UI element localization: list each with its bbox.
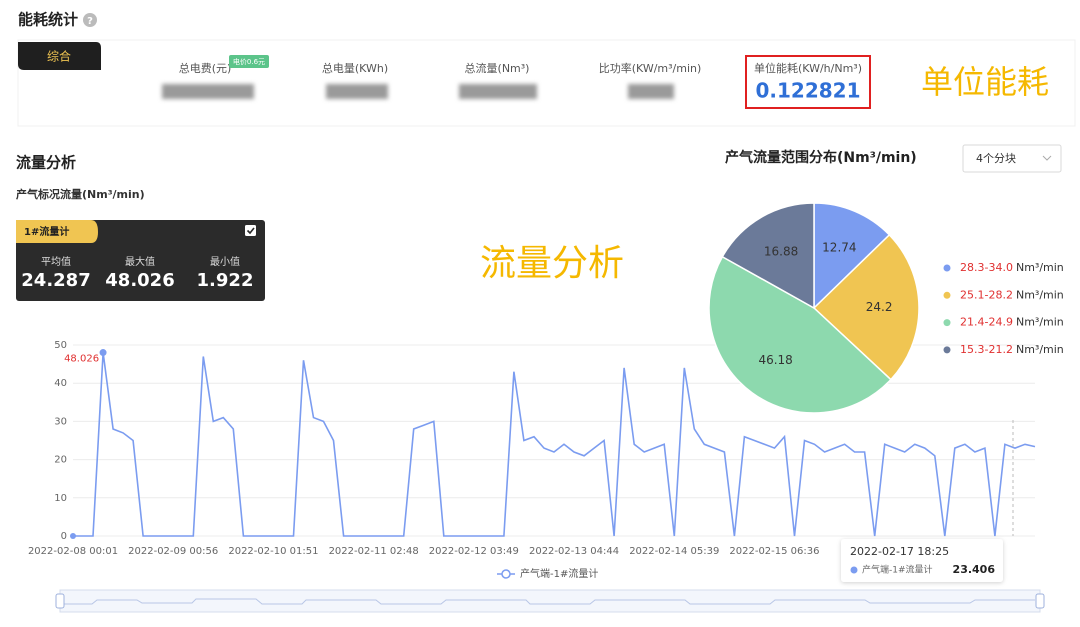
x-tick-label: 2022-02-14 05:39	[629, 546, 719, 557]
tooltip-series: 产气端-1#流量计	[862, 564, 933, 576]
pie-slice	[708, 255, 892, 414]
stat-value: 1.922	[197, 270, 254, 291]
slice-label: 12.74	[822, 241, 856, 255]
legend-unit: Nm³/min	[1016, 288, 1064, 301]
x-tick-label: 2022-02-12 03:49	[429, 546, 519, 557]
legend-marker	[501, 569, 511, 579]
tooltip	[841, 539, 1003, 582]
stat-label: 最小值	[210, 255, 240, 268]
legend-dot	[943, 319, 951, 327]
max-label: 48.026	[64, 354, 99, 365]
max-marker	[99, 349, 107, 357]
pie-slice	[812, 233, 920, 381]
y-tick-label: 0	[61, 531, 67, 542]
legend-range: 15.3-21.2	[960, 343, 1013, 356]
metric-label: 单位能耗(KW/h/Nm³)	[754, 61, 862, 75]
y-tick-label: 30	[54, 416, 67, 427]
blurred-value	[162, 84, 254, 99]
checkbox[interactable]	[245, 225, 256, 236]
legend-label: 25.1-28.2 Nm³/min	[960, 288, 1064, 301]
help-icon-glyph: ?	[87, 16, 93, 27]
pie-title: 产气流量范围分布(Nm³/min)	[725, 149, 917, 166]
legend-dot	[943, 291, 951, 299]
metric-label: 总流量(Nm³)	[465, 61, 530, 75]
legend-range: 21.4-24.9	[960, 316, 1013, 329]
line-series	[73, 352, 1036, 537]
legend-range: 28.3-34.0	[960, 261, 1013, 274]
legend-dot	[943, 346, 951, 354]
summary-tab-label: 综合	[47, 49, 71, 64]
chart-subtitle: 产气标况流量(Nm³/min)	[16, 187, 145, 201]
range-slider[interactable]	[59, 589, 1041, 613]
stats-tag-label: 1#流量计	[24, 225, 69, 238]
dropdown-label: 4个分块	[976, 152, 1016, 165]
summary-card	[17, 39, 1076, 127]
stat-value: 48.026	[105, 270, 174, 291]
dropdown-arrow	[1042, 155, 1052, 161]
metric-label: 总电费(元)	[179, 61, 232, 75]
slider-handle[interactable]	[55, 593, 65, 609]
dropdown[interactable]	[962, 144, 1062, 173]
x-tick-label: 2022-02-09 00:56	[128, 546, 218, 557]
blurred-value	[459, 84, 537, 99]
x-tick-label: 2022-02-08 00:01	[28, 546, 118, 557]
slice-label: 16.88	[764, 244, 798, 258]
page-title: 能耗统计	[18, 11, 78, 29]
stat-label: 平均值	[41, 255, 71, 268]
y-tick-label: 10	[54, 493, 67, 504]
x-tick-label: 2022-02-10 01:51	[228, 546, 318, 557]
x-tick-label: 2022-02-15 06:36	[729, 546, 819, 557]
checkbox-tick	[246, 227, 255, 235]
metric-label: 比功率(KW/m³/min)	[599, 61, 702, 75]
pie-slice	[813, 202, 891, 310]
legend-label: 产气端-1#流量计	[520, 567, 598, 580]
summary-tab[interactable]	[18, 42, 101, 70]
slider-preview	[62, 598, 1035, 605]
start-marker	[70, 533, 76, 539]
legend-label: 21.4-24.9 Nm³/min	[960, 316, 1064, 329]
legend-unit: Nm³/min	[1016, 261, 1064, 274]
pie-slice	[721, 202, 815, 310]
legend-unit: Nm³/min	[1016, 316, 1064, 329]
annotation: 流量分析	[480, 243, 624, 284]
metric-badge-label: 电价0.6元	[233, 57, 265, 66]
y-tick-label: 20	[54, 455, 67, 466]
x-tick-label: 2022-02-11 02:48	[329, 546, 419, 557]
stats-tag	[16, 220, 98, 243]
legend-dot	[943, 264, 951, 272]
metric-badge	[229, 55, 269, 68]
stat-label: 最大值	[125, 255, 155, 268]
highlight-box	[745, 55, 871, 109]
charts: 0 10 20 30 40 50 2022-02-08 00:01 2022-02-09 00…	[28, 202, 1064, 582]
metric-value: 0.122821	[755, 79, 860, 103]
y-tick-label: 40	[54, 378, 67, 389]
legend-label: 28.3-34.0 Nm³/min	[960, 261, 1064, 274]
legend-label: 15.3-21.2 Nm³/min	[960, 343, 1064, 356]
section-title: 流量分析	[16, 154, 76, 172]
blurred-value	[628, 84, 674, 99]
slider-handle[interactable]	[1035, 593, 1045, 609]
help-icon[interactable]	[83, 13, 97, 27]
x-tick-label: 2022-02-13 04:44	[529, 546, 619, 557]
metric-label: 总电量(KWh)	[322, 61, 388, 75]
legend-unit: Nm³/min	[1016, 343, 1064, 356]
tooltip-dot	[850, 566, 858, 574]
slice-label: 46.18	[758, 353, 792, 367]
legend-range: 25.1-28.2	[960, 288, 1013, 301]
blurred-value	[326, 84, 388, 99]
y-tick-label: 50	[54, 340, 67, 351]
tooltip-title: 2022-02-17 18:25	[850, 545, 949, 558]
stat-value: 24.287	[21, 270, 90, 291]
slice-label: 24.2	[866, 300, 893, 314]
annotation: 单位能耗	[921, 63, 1049, 101]
tooltip-value: 23.406	[953, 563, 996, 576]
